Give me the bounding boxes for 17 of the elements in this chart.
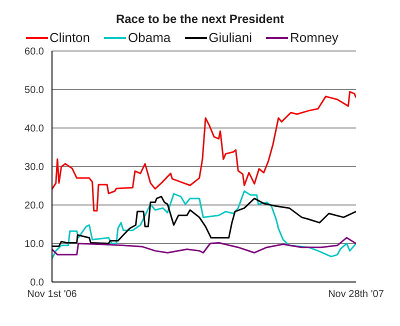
y-tick-label: 0.0 [30,278,44,289]
y-tick-label: 10.0 [24,239,44,250]
y-tick-label: 20.0 [24,200,44,212]
legend-label: Obama [127,30,171,45]
y-tick-label: 50.0 [24,85,44,96]
line-series [52,91,356,212]
x-tick-label: Nov 1st '06 [27,289,78,300]
legend-label: Clinton [48,30,90,45]
legend-label: Romney [289,30,338,45]
line-series [52,236,356,256]
y-tick-label: 40.0 [24,124,44,135]
y-tick-label: 60.0 [24,46,44,58]
legend-label: Giuliani [208,30,252,45]
line-series [52,190,356,260]
chart-title: Race to be the next President [114,11,286,26]
y-tick-label: 30.0 [24,162,44,174]
x-tick-label: Nov 28th '07 [328,289,384,300]
